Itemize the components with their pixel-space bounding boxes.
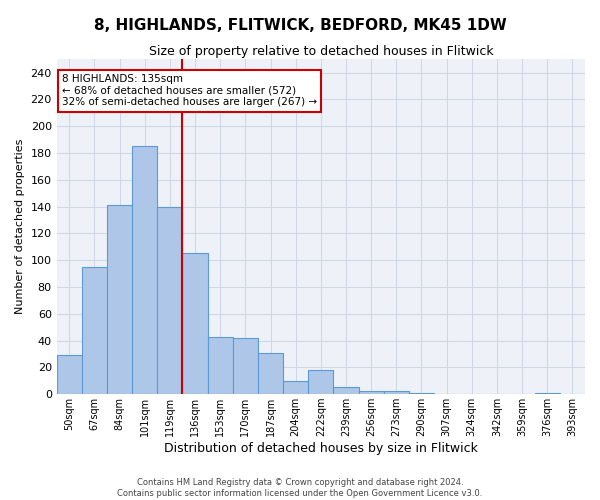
Bar	[384, 392, 409, 394]
Bar	[107, 205, 132, 394]
Bar	[283, 381, 308, 394]
Bar	[308, 370, 334, 394]
Bar	[334, 388, 359, 394]
Bar	[182, 254, 208, 394]
Bar	[157, 206, 182, 394]
Text: 8 HIGHLANDS: 135sqm
← 68% of detached houses are smaller (572)
32% of semi-detac: 8 HIGHLANDS: 135sqm ← 68% of detached ho…	[62, 74, 317, 108]
Bar	[82, 267, 107, 394]
Bar	[409, 393, 434, 394]
Title: Size of property relative to detached houses in Flitwick: Size of property relative to detached ho…	[149, 45, 493, 58]
X-axis label: Distribution of detached houses by size in Flitwick: Distribution of detached houses by size …	[164, 442, 478, 455]
Text: 8, HIGHLANDS, FLITWICK, BEDFORD, MK45 1DW: 8, HIGHLANDS, FLITWICK, BEDFORD, MK45 1D…	[94, 18, 506, 32]
Bar	[359, 392, 384, 394]
Bar	[535, 393, 560, 394]
Bar	[233, 338, 258, 394]
Bar	[56, 356, 82, 394]
Y-axis label: Number of detached properties: Number of detached properties	[15, 139, 25, 314]
Bar	[258, 352, 283, 394]
Text: Contains HM Land Registry data © Crown copyright and database right 2024.
Contai: Contains HM Land Registry data © Crown c…	[118, 478, 482, 498]
Bar	[208, 336, 233, 394]
Bar	[132, 146, 157, 394]
